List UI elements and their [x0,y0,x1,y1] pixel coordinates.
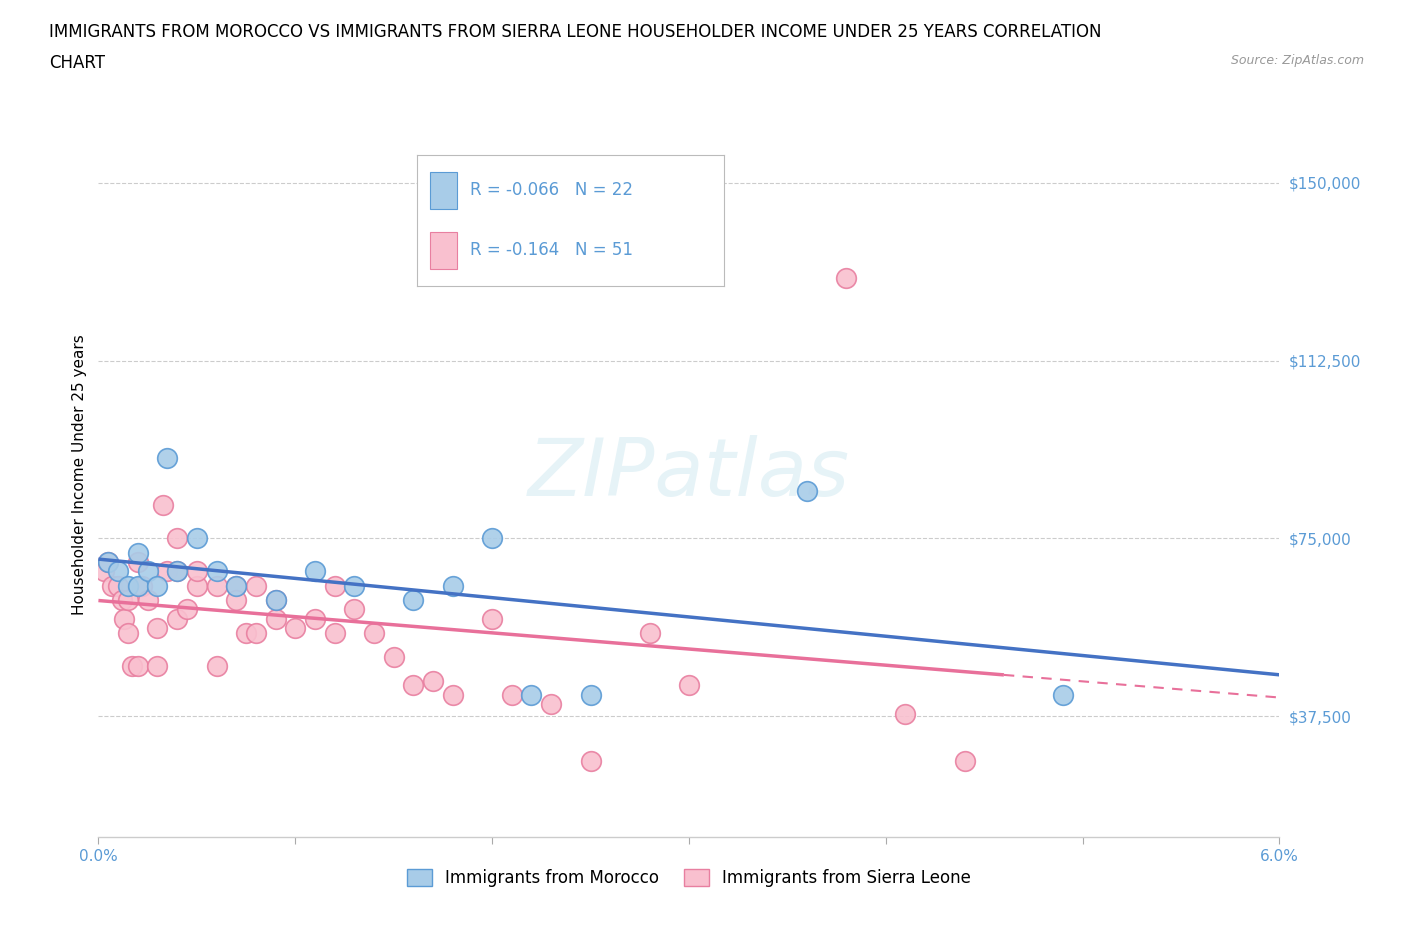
Point [245,626,267,641]
Point [441,687,464,702]
Point [107,565,129,579]
Point [186,565,208,579]
Point [264,592,287,607]
Point [156,450,179,465]
Point [481,531,503,546]
Point [225,578,247,593]
Point [894,706,917,721]
Point [323,578,346,593]
Point [186,578,208,593]
Point [136,565,159,579]
Point [520,687,543,702]
Point [176,602,198,617]
Point [166,565,188,579]
Point [953,753,976,768]
Text: CHART: CHART [49,54,105,72]
Point [638,626,661,641]
Point [166,531,188,546]
Point [1052,687,1074,702]
Text: ZIPatlas: ZIPatlas [527,435,851,513]
Point [245,578,267,593]
Point [205,578,228,593]
Point [97,554,120,569]
Point [111,592,134,607]
Point [146,578,169,593]
Point [304,565,326,579]
Point [112,611,135,626]
Point [146,658,169,673]
Point [205,658,228,673]
Point [127,658,149,673]
Point [323,626,346,641]
Point [540,697,562,711]
Point [579,753,602,768]
Point [127,578,149,593]
Point [441,578,464,593]
Point [186,531,208,546]
Point [501,687,523,702]
Point [121,658,143,673]
Point [579,687,602,702]
Point [678,678,700,693]
Point [93,565,115,579]
Point [136,592,159,607]
Point [264,611,287,626]
Point [156,565,179,579]
Point [382,649,405,664]
Point [343,602,366,617]
Point [402,592,425,607]
Text: Source: ZipAtlas.com: Source: ZipAtlas.com [1230,54,1364,67]
Point [166,565,188,579]
Point [127,554,149,569]
Point [343,578,366,593]
Point [402,678,425,693]
Point [152,498,174,512]
Point [284,621,307,636]
Point [146,621,169,636]
Point [264,592,287,607]
Point [101,578,124,593]
Point [225,578,247,593]
Point [796,484,818,498]
Point [235,626,257,641]
Legend: Immigrants from Morocco, Immigrants from Sierra Leone: Immigrants from Morocco, Immigrants from… [399,862,979,894]
Point [117,592,139,607]
Point [166,611,188,626]
Point [117,626,139,641]
Point [304,611,326,626]
Point [481,611,503,626]
Point [131,578,153,593]
Point [422,673,444,688]
Point [225,592,247,607]
Point [97,554,120,569]
Text: IMMIGRANTS FROM MOROCCO VS IMMIGRANTS FROM SIERRA LEONE HOUSEHOLDER INCOME UNDER: IMMIGRANTS FROM MOROCCO VS IMMIGRANTS FR… [49,23,1102,41]
Y-axis label: Householder Income Under 25 years: Householder Income Under 25 years [72,334,87,615]
Point [127,545,149,560]
Point [107,578,129,593]
Point [363,626,385,641]
Point [835,270,858,285]
Point [117,578,139,593]
Point [205,565,228,579]
